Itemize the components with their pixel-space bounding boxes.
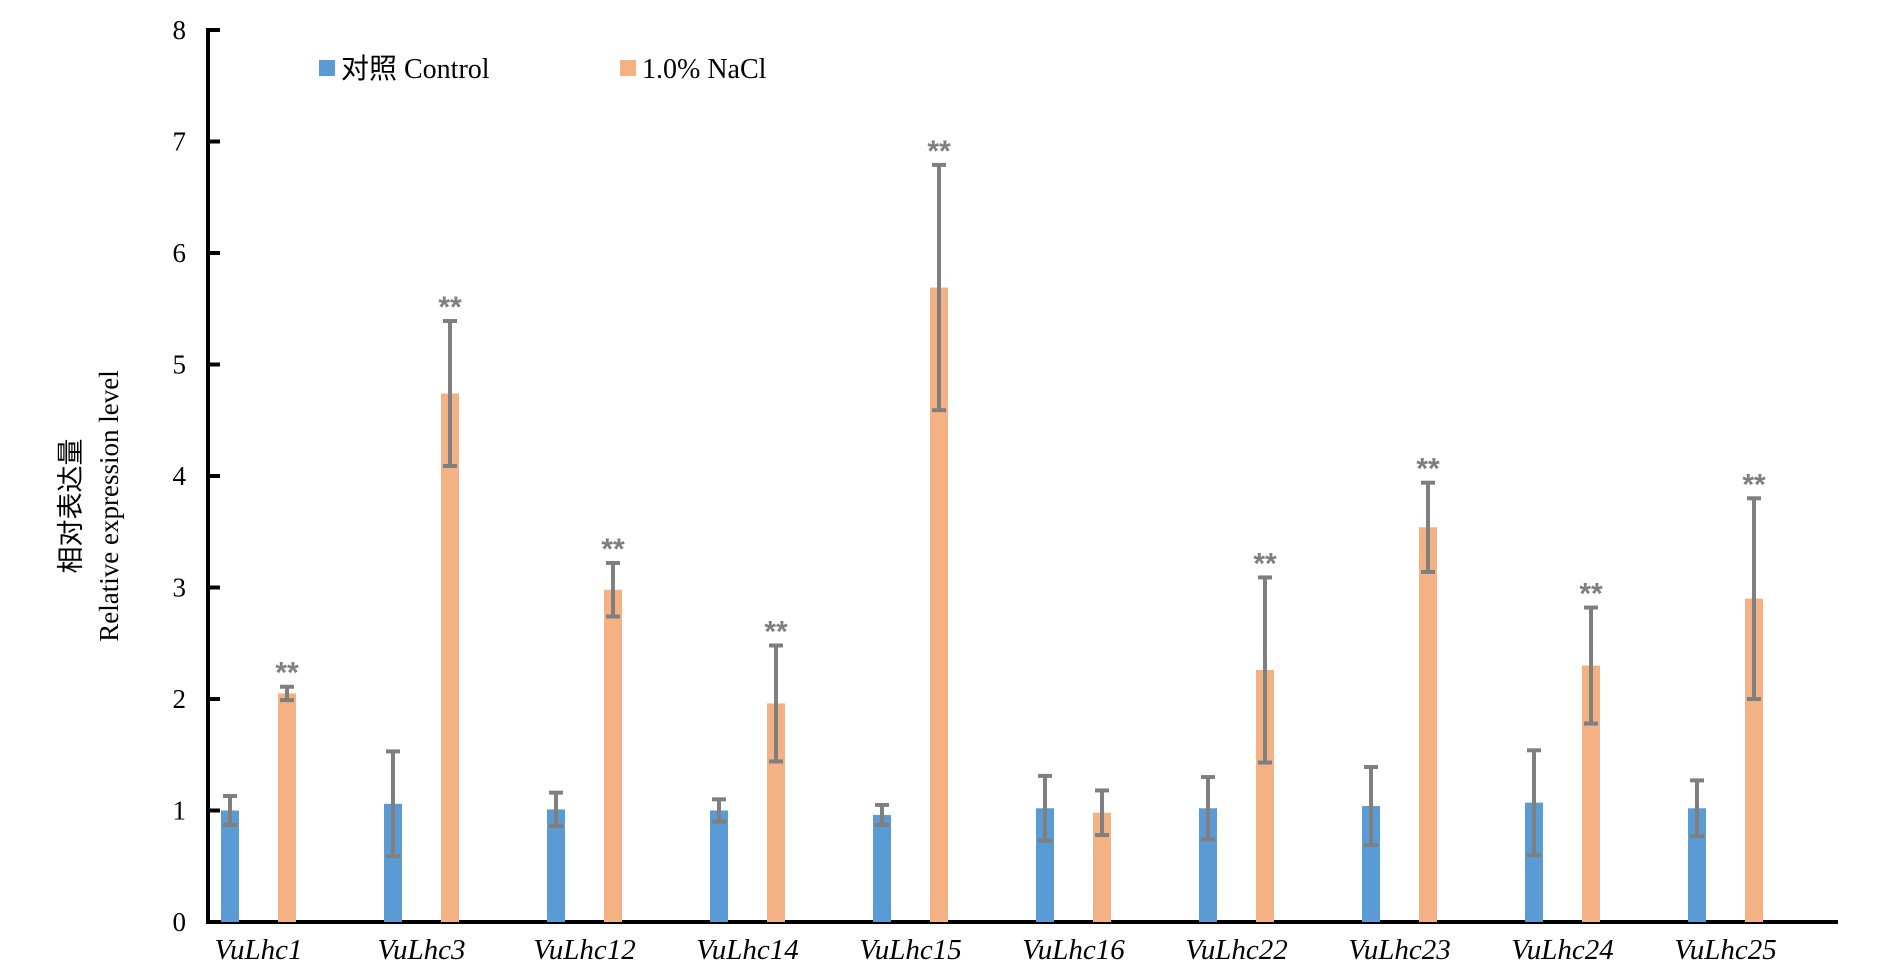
bar-control [221, 810, 239, 922]
legend: 对照 Control 1.0% NaCl [319, 53, 767, 85]
bar-nacl [1745, 598, 1763, 922]
legend-label-nacl: 1.0% NaCl [642, 54, 767, 85]
significance-label: ** [601, 533, 625, 566]
y-tick-label: 4 [173, 461, 187, 491]
bar-control [1525, 802, 1543, 922]
x-category-label: VuLhc23 [1348, 934, 1451, 966]
significance-label: ** [927, 135, 951, 168]
x-category-label: VuLhc3 [377, 934, 465, 966]
bar-nacl [1256, 670, 1274, 922]
y-axis-title-line: Relative expression level [94, 370, 124, 641]
significance-label: ** [1416, 453, 1440, 486]
x-category-label: VuLhc15 [859, 934, 962, 966]
y-tick-label: 0 [173, 907, 187, 937]
axes [206, 28, 1838, 924]
bar-control [873, 814, 891, 922]
bar-nacl [1093, 812, 1111, 922]
y-tick-label: 2 [173, 684, 187, 714]
y-tick-label: 7 [173, 127, 187, 157]
bar-control [547, 809, 565, 922]
significance-label: ** [1742, 468, 1766, 501]
significance-label: ** [275, 657, 299, 690]
labels: 0 1 2 3 4 5 6 7 8 相对表达量 Relative expression level *… [56, 15, 1777, 966]
significance-label: ** [764, 615, 788, 648]
bar-nacl [278, 693, 296, 922]
x-category-label: VuLhc14 [696, 934, 799, 966]
y-tick-label: 6 [173, 238, 187, 268]
y-tick-label: 1 [173, 796, 187, 826]
bar-control [384, 803, 402, 922]
x-category-label: VuLhc25 [1674, 934, 1777, 966]
y-axis-title-line: 相对表达量 [56, 439, 86, 574]
y-tick-label: 8 [173, 15, 187, 45]
significance-label: ** [438, 291, 462, 324]
bars [221, 162, 1763, 922]
legend-label-control: 对照 Control [341, 53, 490, 85]
bar-nacl [604, 589, 622, 922]
x-category-label: VuLhc24 [1511, 934, 1614, 966]
x-category-label: VuLhc12 [533, 934, 636, 966]
bar-control [710, 810, 728, 922]
bar-nacl [1582, 665, 1600, 922]
legend-swatch-control [319, 60, 335, 76]
bar-nacl [441, 393, 459, 922]
x-category-label: VuLhc1 [214, 934, 302, 966]
bar-control [1036, 808, 1054, 922]
y-tick-label: 5 [173, 350, 187, 380]
legend-swatch-nacl [620, 60, 636, 76]
significance-label: ** [1579, 578, 1603, 611]
x-category-label: VuLhc16 [1022, 934, 1125, 966]
bar-control [1362, 806, 1380, 922]
y-tick-label: 3 [173, 573, 187, 603]
bar-control [1199, 808, 1217, 922]
x-category-label: VuLhc22 [1185, 934, 1288, 966]
significance-label: ** [1253, 547, 1277, 580]
bar-nacl [930, 287, 948, 922]
bar-nacl [767, 703, 785, 922]
bar-nacl [1419, 527, 1437, 922]
